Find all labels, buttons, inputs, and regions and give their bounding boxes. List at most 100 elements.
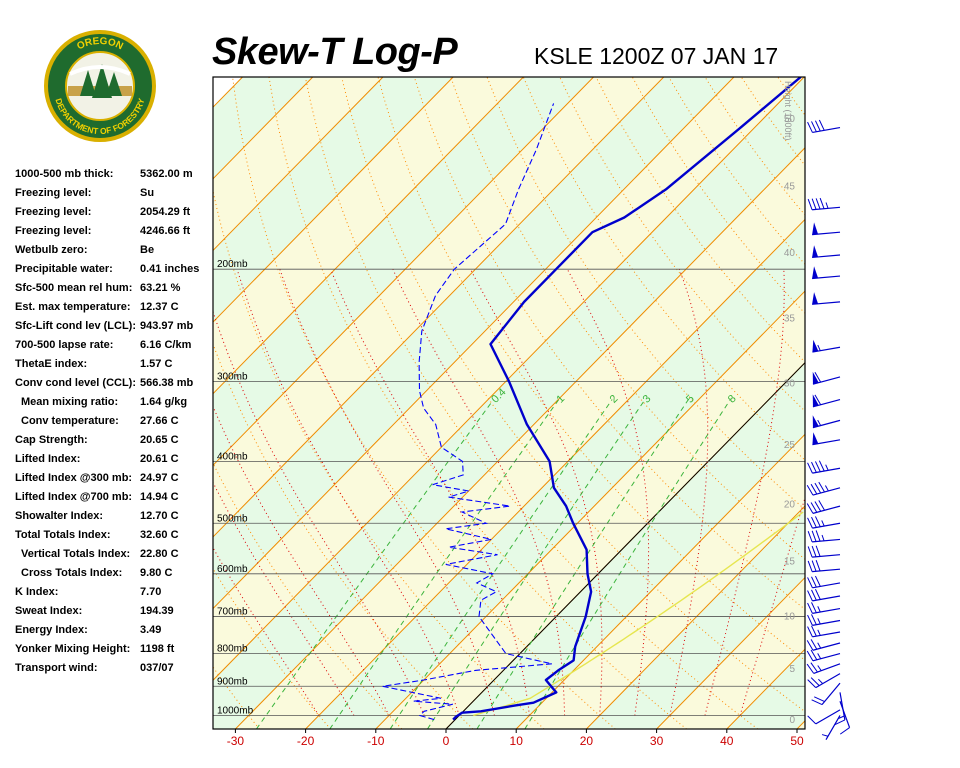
wind-barb-flag	[812, 432, 819, 445]
wind-barb-staff	[839, 692, 846, 721]
index-value: Su	[140, 187, 155, 199]
index-value: 20.65 C	[140, 434, 179, 446]
height-tick-label: 0	[789, 715, 795, 726]
wind-barb-feather	[807, 577, 813, 588]
mixing-ratio-line	[256, 399, 495, 729]
index-row: Sweat Index: 194.39	[15, 605, 210, 624]
isotherm-line	[213, 77, 524, 395]
index-label: Lifted Index @700 mb:	[15, 491, 133, 503]
index-row: Est. max temperature: 12.37 C	[15, 301, 210, 320]
wind-barb-feather	[810, 677, 820, 687]
wind-barb	[812, 415, 841, 429]
wind-barb	[807, 530, 841, 543]
wind-barb	[807, 575, 841, 589]
index-label: Sfc-500 mean rel hum:	[15, 282, 133, 294]
index-label: Lifted Index:	[15, 453, 81, 465]
index-row: Energy Index: 3.49	[15, 624, 210, 643]
x-axis-tick-label: 0	[443, 734, 450, 748]
moist-adiabat	[566, 268, 650, 716]
isotherm-line	[213, 77, 594, 467]
index-row: Mean mixing ratio: 1.64 g/kg	[15, 396, 210, 415]
wind-barb	[806, 649, 841, 662]
isotherm-line	[213, 77, 384, 252]
index-label: Sfc-Lift cond lev (LCL):	[15, 320, 136, 332]
station-datetime: KSLE 1200Z 07 JAN 17	[534, 43, 779, 69]
wind-barb	[812, 432, 841, 446]
wind-barb-staff	[812, 595, 841, 602]
wind-barb-flag	[812, 292, 819, 305]
wind-barb	[807, 545, 841, 558]
index-row: Precipitable water: 0.41 inches	[15, 263, 210, 282]
wind-barb-feather	[815, 530, 821, 542]
wind-barb-half-feather	[825, 202, 829, 209]
wind-barb-feather	[839, 727, 850, 735]
index-value: 20.61 C	[140, 453, 179, 465]
index-row: Lifted Index @700 mb: 14.94 C	[15, 491, 210, 510]
dry-adiabat	[413, 77, 805, 611]
mixing-ratio-line	[427, 399, 646, 729]
dewpoint-profile	[382, 103, 555, 721]
wind-barb-feather	[818, 460, 825, 472]
wind-barb-feather	[811, 614, 817, 625]
index-row: Lifted Index: 20.61 C	[15, 453, 210, 472]
wind-barb-feather	[814, 394, 822, 405]
wind-barb-feather	[807, 626, 813, 638]
svg-text:OREGON: OREGON	[75, 36, 124, 52]
wind-barb-feather	[811, 545, 817, 557]
wind-barb	[812, 339, 841, 353]
wind-barb	[811, 682, 841, 706]
wind-barb	[812, 371, 841, 385]
wind-barb-feather	[819, 197, 825, 209]
wind-barb-feather	[811, 602, 817, 613]
index-label: Cross Totals Index:	[21, 567, 123, 579]
isotherm-line	[305, 218, 805, 729]
index-label: Lifted Index @300 mb:	[15, 472, 133, 484]
wind-barb-feather	[807, 679, 817, 689]
isotherm-line	[213, 77, 805, 681]
index-value: 4246.66 ft	[140, 225, 191, 237]
pressure-label: 700mb	[217, 607, 248, 618]
dry-adiabat	[213, 188, 545, 729]
chart-title: Skew-T Log-P	[212, 31, 458, 73]
dry-adiabat	[304, 77, 759, 729]
height-tick-label: 40	[784, 248, 796, 259]
index-row: Sfc-Lift cond lev (LCL): 943.97 mb	[15, 320, 210, 339]
isotherm-line	[213, 77, 454, 323]
isotherm-line	[515, 433, 805, 729]
wind-barb-half-feather	[817, 665, 822, 671]
index-value: 14.94 C	[140, 491, 179, 503]
wind-barb-feather	[811, 530, 817, 542]
wind-barb-flag	[812, 415, 819, 428]
wind-barb-feather	[807, 560, 813, 572]
wind-barb	[807, 460, 841, 474]
wind-barb-feather	[818, 500, 825, 511]
height-tick-label: 35	[784, 313, 796, 324]
dry-adiabat	[232, 77, 616, 729]
index-value: 9.80 C	[140, 567, 173, 579]
index-label: Wetbulb zero:	[15, 244, 88, 256]
wind-barb	[806, 481, 841, 496]
index-label: 1000-500 mb thick:	[15, 168, 114, 180]
oregon-forestry-logo: OREGON DEPARTMENT OF FORESTRY	[44, 30, 156, 142]
height-tick-label: 45	[784, 182, 796, 193]
index-label: Cap Strength:	[15, 434, 88, 446]
x-axis-tick-label: -10	[367, 734, 385, 748]
wind-barb-feather	[810, 483, 818, 495]
wind-barb	[821, 715, 841, 741]
index-row: Sfc-500 mean rel hum: 63.21 %	[15, 282, 210, 301]
index-value: 1198 ft	[140, 643, 175, 655]
wind-barb	[812, 266, 841, 280]
index-value: 3.49	[140, 624, 162, 636]
isotherm-line	[796, 720, 805, 729]
wind-barb-feather	[807, 614, 813, 626]
x-axis-tick-label: 10	[510, 734, 524, 748]
mixing-ratio-line	[524, 399, 731, 729]
wind-barb	[812, 245, 841, 259]
index-value: 12.37 C	[140, 301, 179, 313]
wind-barb-feather	[814, 461, 821, 472]
index-value: 6.16 C/km	[140, 339, 192, 351]
index-label: Yonker Mixing Height:	[15, 643, 131, 655]
wind-barb-feather	[806, 650, 814, 662]
wind-barb-staff	[815, 709, 841, 725]
wind-barb-half-feather	[817, 344, 821, 351]
